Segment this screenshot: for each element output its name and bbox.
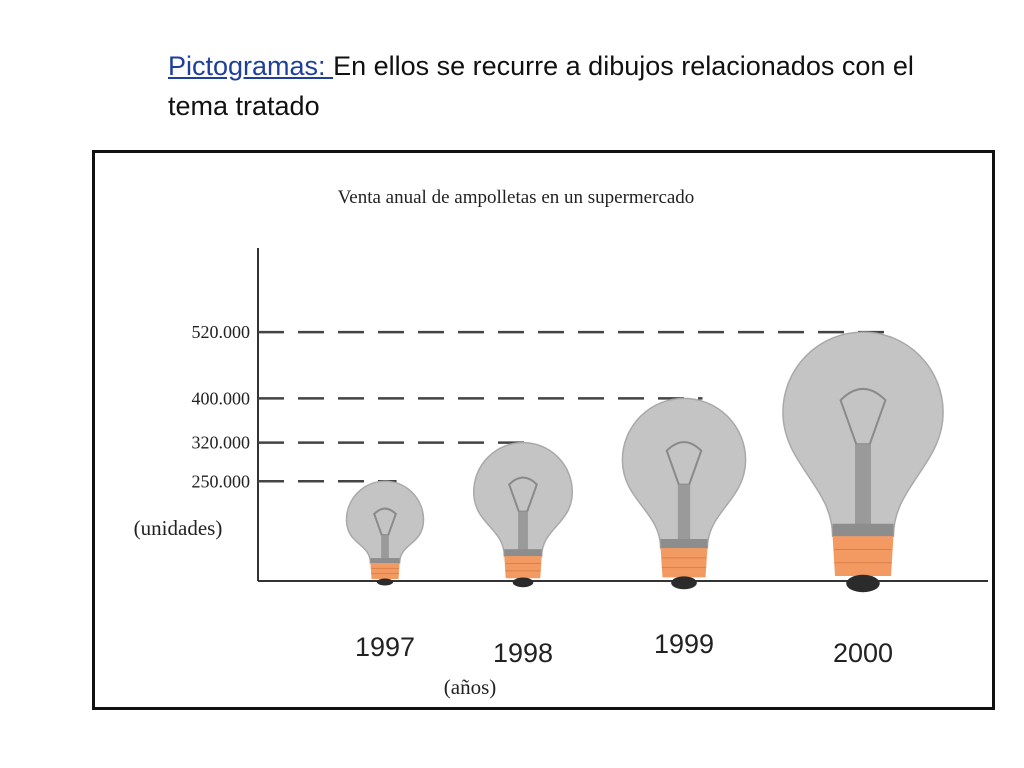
- light-bulb-icon: [621, 397, 747, 590]
- chart-title: Venta anual de ampolletas en un supermer…: [338, 187, 695, 208]
- light-bulb-icon: [345, 480, 425, 586]
- y-tick-label: 250.000: [192, 471, 251, 491]
- heading-text: En ellos se recurre a dibujos relacionad…: [168, 51, 914, 121]
- pictogram-chart: Venta anual de ampolletas en un supermer…: [134, 187, 988, 699]
- y-axis-label: (unidades): [134, 516, 223, 540]
- chart-frame: Venta anual de ampolletas en un supermer…: [92, 150, 995, 710]
- light-bulb-icon: [782, 331, 944, 593]
- x-tick-label: 2000: [833, 638, 893, 668]
- slide-heading: Pictogramas: En ellos se recurre a dibuj…: [168, 46, 928, 126]
- pictogramas-link[interactable]: Pictogramas:: [168, 51, 334, 81]
- x-axis-label: (años): [444, 675, 496, 699]
- y-tick-label: 400.000: [192, 388, 251, 408]
- x-tick-label: 1998: [493, 638, 553, 668]
- light-bulb-icon: [472, 441, 574, 588]
- x-tick-label: 1999: [654, 629, 714, 659]
- y-tick-label: 520.000: [192, 322, 251, 342]
- y-tick-label: 320.000: [192, 433, 251, 453]
- x-tick-label: 1997: [355, 632, 415, 662]
